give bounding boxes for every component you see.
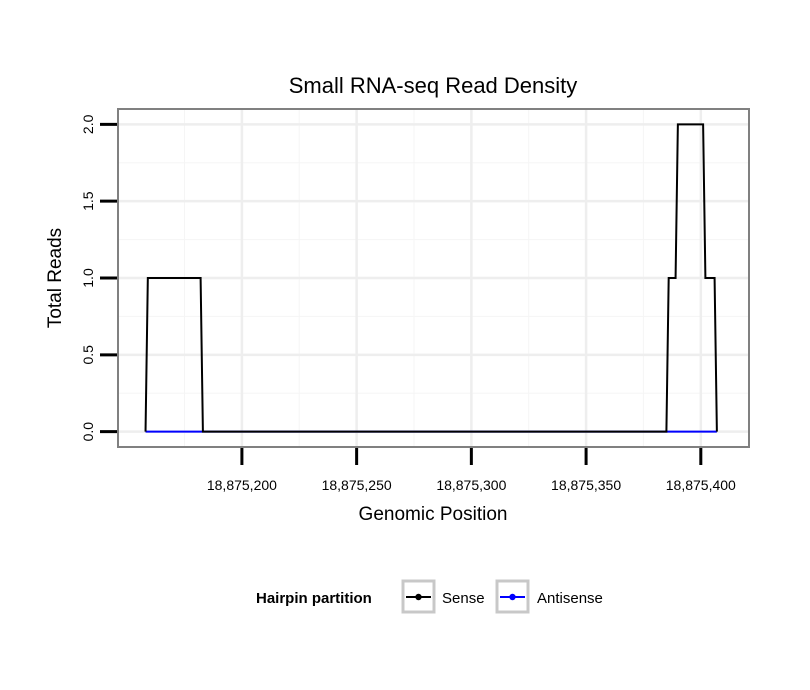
y-axis: 0.0 0.5 1.0 1.5 2.0	[80, 114, 117, 441]
y-tick-label: 0.5	[80, 345, 96, 365]
legend-label-sense: Sense	[442, 590, 485, 607]
y-tick-label: 1.0	[80, 268, 96, 288]
y-tick-label: 1.5	[80, 191, 96, 211]
legend-item-sense: Sense	[401, 579, 485, 614]
chart-title: Small RNA-seq Read Density	[289, 73, 578, 98]
legend: Hairpin partition Sense Antisense	[256, 579, 603, 614]
legend-item-antisense: Antisense	[495, 579, 603, 614]
y-tick-label: 0.0	[80, 422, 96, 442]
plot-border	[117, 108, 750, 448]
x-axis-title: Genomic Position	[359, 504, 508, 525]
data-series	[144, 123, 718, 433]
x-axis: 18,875,200 18,875,250 18,875,300 18,875,350…	[207, 448, 736, 493]
x-tick-label: 18,875,250	[322, 477, 392, 493]
legend-point-antisense	[509, 593, 516, 601]
x-tick-label: 18,875,300	[436, 477, 506, 493]
x-tick-label: 18,875,200	[207, 477, 277, 493]
y-tick-label: 2.0	[80, 114, 96, 134]
legend-point-sense	[415, 593, 422, 601]
x-tick-label: 18,875,350	[551, 477, 621, 493]
legend-title: Hairpin partition	[256, 590, 372, 607]
y-axis-title: Total Reads	[45, 228, 66, 328]
legend-label-antisense: Antisense	[537, 590, 603, 607]
series-line-sense	[144, 123, 718, 433]
x-tick-label: 18,875,400	[666, 477, 736, 493]
